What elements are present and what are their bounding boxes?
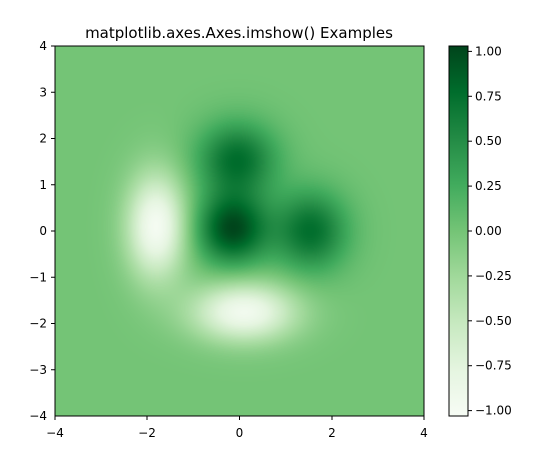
- colorbar-tick-label-5: 0.00: [475, 224, 502, 238]
- y-tick-label-3: 2: [39, 132, 47, 146]
- y-tick-8: −3: [29, 363, 55, 377]
- y-tick-7: −2: [29, 317, 55, 331]
- colorbar-tick-label-3: 0.50: [475, 134, 502, 148]
- colorbar-tick-label-6: −0.25: [475, 269, 512, 283]
- x-tick-5: 4: [420, 416, 428, 440]
- x-tick-label-3: 0: [236, 426, 244, 440]
- heatmap-image: [55, 46, 424, 416]
- y-axis: 4 3 2 1 0 −1 −2 −3: [29, 39, 55, 423]
- colorbar-tick-label-8: −0.75: [475, 359, 512, 373]
- x-tick-4: 2: [328, 416, 336, 440]
- y-tick-4: 1: [39, 178, 55, 192]
- colorbar-tick-label-4: 0.25: [475, 179, 502, 193]
- y-tick-5: 0: [39, 224, 55, 238]
- y-tick-6: −1: [29, 270, 55, 284]
- x-tick-label-1: −4: [46, 426, 64, 440]
- y-tick-label-7: −2: [29, 317, 47, 331]
- colorbar-ticks: 1.00 0.75 0.50 0.25 0.00 −0.25 −0.50 −0.75 −1.00: [468, 44, 512, 418]
- colorbar-tick-label-9: −1.00: [475, 404, 512, 418]
- x-tick-label-5: 4: [420, 426, 428, 440]
- colorbar-tick-label-1: 1.00: [475, 44, 502, 58]
- x-tick-1: −4: [46, 416, 64, 440]
- y-tick-1: 4: [39, 39, 55, 53]
- chart-title: matplotlib.axes.Axes.imshow() Examples: [85, 24, 393, 42]
- colorbar-gradient: [448, 45, 469, 417]
- y-tick-2: 3: [39, 85, 55, 99]
- y-tick-label-4: 1: [39, 178, 47, 192]
- y-tick-label-2: 3: [39, 85, 47, 99]
- heatmap-plot: [54, 45, 425, 417]
- heatmap-image-frame: [55, 46, 424, 416]
- x-tick-3: 0: [236, 416, 244, 440]
- y-tick-label-9: −4: [29, 409, 47, 423]
- y-tick-label-1: 4: [39, 39, 47, 53]
- y-tick-9: −4: [29, 409, 47, 423]
- colorbar-tick-label-2: 0.75: [475, 89, 502, 103]
- y-tick-label-5: 0: [39, 224, 47, 238]
- x-tick-label-2: −2: [138, 426, 156, 440]
- colorbar-tick-label-7: −0.50: [475, 314, 512, 328]
- x-axis: −4 −2 0 2 4: [46, 416, 428, 440]
- y-tick-3: 2: [39, 132, 55, 146]
- x-tick-label-4: 2: [328, 426, 336, 440]
- x-tick-2: −2: [138, 416, 156, 440]
- colorbar: 1.00 0.75 0.50 0.25 0.00 −0.25 −0.50 −0.75 −1.00: [448, 44, 512, 418]
- y-tick-label-6: −1: [29, 270, 47, 284]
- y-tick-label-8: −3: [29, 363, 47, 377]
